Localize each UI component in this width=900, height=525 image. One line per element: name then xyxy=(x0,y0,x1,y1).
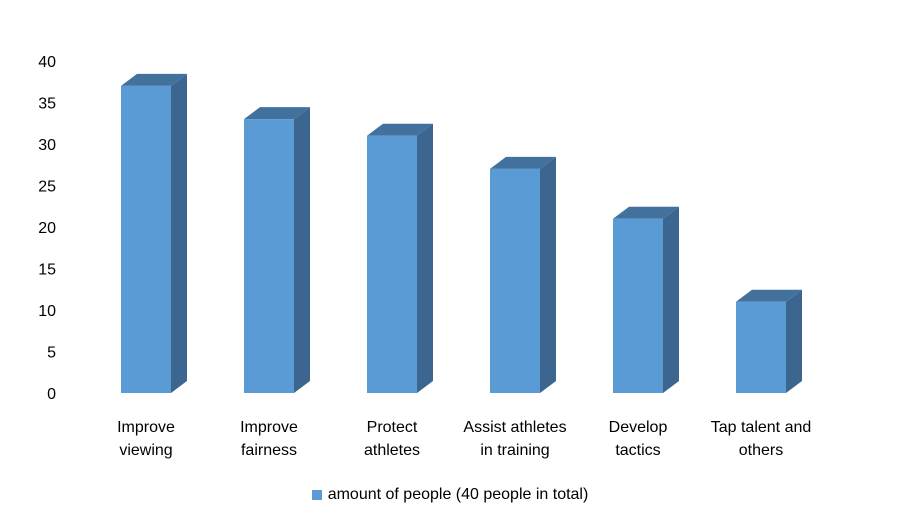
legend: amount of people (40 people in total) xyxy=(0,484,900,506)
bar-top xyxy=(244,107,310,120)
bar xyxy=(736,289,802,393)
bar-side xyxy=(786,289,802,393)
bar-side xyxy=(663,206,679,393)
bar-top xyxy=(367,123,433,136)
bar xyxy=(244,107,310,393)
legend-swatch xyxy=(311,490,322,500)
bar-front xyxy=(613,218,663,393)
bar-front xyxy=(244,119,294,393)
bar-front xyxy=(121,85,171,394)
x-tick-label: Improve fairness xyxy=(240,419,298,459)
bar xyxy=(490,156,556,393)
legend-label: amount of people (40 people in total) xyxy=(327,486,589,503)
y-tick-label: 10 xyxy=(38,303,56,320)
bar-side xyxy=(417,123,433,393)
x-tick-label: Develop tactics xyxy=(609,419,668,459)
bar-side xyxy=(540,156,556,393)
y-tick-label: 35 xyxy=(38,96,56,113)
bar-front xyxy=(367,135,417,393)
bar-front xyxy=(490,168,540,393)
bar-side xyxy=(171,73,187,394)
x-tick-label: Assist athletes in training xyxy=(463,419,566,459)
y-tick-label: 15 xyxy=(38,262,56,279)
y-tick-label: 20 xyxy=(38,220,56,237)
bar xyxy=(367,123,433,393)
bar-top xyxy=(736,289,802,302)
bar-top xyxy=(121,73,187,86)
bar-top xyxy=(490,156,556,169)
bar-side xyxy=(294,107,310,393)
bar xyxy=(613,206,679,393)
y-tick-label: 5 xyxy=(47,345,56,362)
bar-top xyxy=(613,206,679,219)
bar xyxy=(121,73,187,394)
y-tick-label: 30 xyxy=(38,137,56,154)
y-tick-label: 40 xyxy=(38,54,56,71)
y-tick-label: 25 xyxy=(38,179,56,196)
x-axis: Improve viewing Improve fairness Protect athl… xyxy=(117,419,811,459)
y-tick-label: 0 xyxy=(47,386,56,403)
x-tick-label: Tap talent and others xyxy=(711,419,812,459)
bar-front xyxy=(736,301,786,393)
y-axis: 0 5 10 15 20 25 30 35 40 xyxy=(38,54,56,403)
x-tick-label: Protect athletes xyxy=(364,419,420,459)
bars xyxy=(121,73,802,394)
x-tick-label: Improve viewing xyxy=(117,419,175,459)
